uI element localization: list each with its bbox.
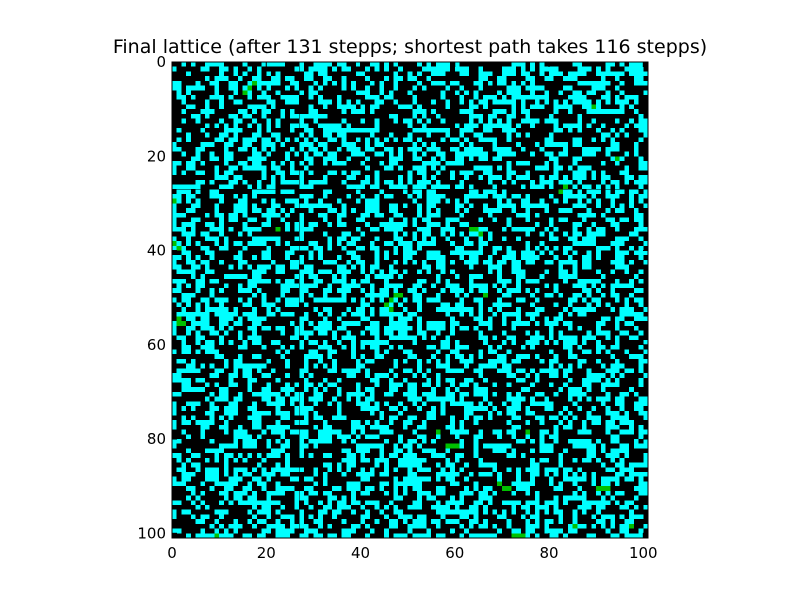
path-cell <box>558 189 564 194</box>
x-tick-label: 100 <box>629 544 658 562</box>
y-tick-label: 0 <box>156 53 166 71</box>
path-cell <box>252 80 257 86</box>
path-cell <box>478 231 484 237</box>
path-cell <box>172 241 177 246</box>
path-cell <box>384 302 389 308</box>
path-cell <box>398 292 403 298</box>
path-cell <box>501 486 507 491</box>
path-cell <box>393 292 399 298</box>
x-tick-label: 20 <box>257 544 276 562</box>
path-cell <box>176 321 182 326</box>
path-cell <box>242 90 248 95</box>
path-cell <box>605 486 611 491</box>
path-cell <box>591 104 597 110</box>
path-cell <box>450 443 455 449</box>
y-axis: 0 20 40 60 80 100 <box>137 53 648 542</box>
path-cell <box>596 486 601 491</box>
path-cell <box>181 321 187 326</box>
occupied-cells <box>172 62 649 539</box>
x-tick-label: 0 <box>167 544 177 562</box>
path-cell <box>516 533 521 539</box>
path-cell <box>247 85 253 91</box>
y-tick-label: 100 <box>137 524 166 542</box>
path-cell <box>497 481 502 487</box>
path-cell <box>525 429 531 435</box>
path-cell <box>572 523 578 529</box>
path-cell <box>600 486 606 491</box>
path-cell <box>275 226 281 232</box>
y-tick-label: 80 <box>147 430 166 448</box>
path-cell <box>520 533 526 539</box>
path-cell <box>214 533 220 539</box>
path-cell <box>468 226 474 232</box>
path-cell <box>435 429 441 435</box>
path-cell <box>563 184 568 190</box>
chart-title: Final lattice (after 131 stepps; shortes… <box>113 36 707 58</box>
lattice-cells <box>172 62 649 539</box>
path-cell <box>176 245 182 251</box>
x-axis: 0 20 40 60 80 100 <box>167 62 658 562</box>
path-cell <box>445 443 451 449</box>
path-cell <box>506 486 512 491</box>
path-cell <box>483 292 488 298</box>
x-tick-label: 40 <box>351 544 370 562</box>
path-cell <box>388 307 394 312</box>
path-cell <box>473 226 479 232</box>
axes-frame <box>171 61 649 539</box>
path-cell <box>388 297 394 303</box>
x-tick-label: 80 <box>539 544 558 562</box>
path-cells <box>172 80 634 539</box>
path-cell <box>629 523 634 529</box>
path-cell <box>511 533 517 539</box>
y-tick-label: 40 <box>147 242 166 260</box>
x-tick-label: 60 <box>445 544 464 562</box>
path-cell <box>172 198 177 204</box>
y-tick-label: 20 <box>147 147 166 165</box>
path-cell <box>176 316 182 322</box>
y-tick-label: 60 <box>147 336 166 354</box>
path-cell <box>615 156 620 161</box>
path-cell <box>454 443 460 449</box>
